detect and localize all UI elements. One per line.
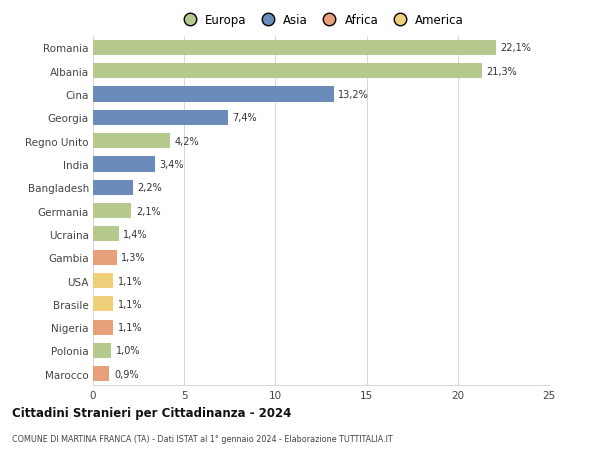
Bar bbox=[93, 250, 117, 265]
Bar bbox=[93, 41, 496, 56]
Text: COMUNE DI MARTINA FRANCA (TA) - Dati ISTAT al 1° gennaio 2024 - Elaborazione TUT: COMUNE DI MARTINA FRANCA (TA) - Dati IST… bbox=[12, 434, 392, 443]
Text: 1,4%: 1,4% bbox=[123, 230, 148, 240]
Text: 2,1%: 2,1% bbox=[136, 206, 160, 216]
Bar bbox=[93, 180, 133, 196]
Text: 13,2%: 13,2% bbox=[338, 90, 369, 100]
Bar bbox=[93, 157, 155, 172]
Legend: Europa, Asia, Africa, America: Europa, Asia, Africa, America bbox=[178, 14, 464, 28]
Bar bbox=[93, 204, 131, 218]
Text: Cittadini Stranieri per Cittadinanza - 2024: Cittadini Stranieri per Cittadinanza - 2… bbox=[12, 406, 292, 419]
Text: 7,4%: 7,4% bbox=[233, 113, 257, 123]
Bar bbox=[93, 366, 109, 381]
Text: 2,2%: 2,2% bbox=[137, 183, 163, 193]
Bar bbox=[93, 343, 111, 358]
Bar bbox=[93, 111, 228, 126]
Text: 22,1%: 22,1% bbox=[500, 43, 532, 53]
Text: 3,4%: 3,4% bbox=[160, 160, 184, 170]
Bar bbox=[93, 227, 119, 242]
Text: 1,1%: 1,1% bbox=[118, 276, 142, 286]
Bar bbox=[93, 87, 334, 102]
Text: 4,2%: 4,2% bbox=[174, 136, 199, 146]
Text: 1,1%: 1,1% bbox=[118, 299, 142, 309]
Bar bbox=[93, 134, 170, 149]
Bar bbox=[93, 64, 482, 79]
Bar bbox=[93, 274, 113, 288]
Text: 1,0%: 1,0% bbox=[116, 346, 140, 356]
Text: 1,3%: 1,3% bbox=[121, 252, 146, 263]
Text: 0,9%: 0,9% bbox=[114, 369, 139, 379]
Text: 21,3%: 21,3% bbox=[486, 67, 517, 77]
Bar bbox=[93, 297, 113, 312]
Text: 1,1%: 1,1% bbox=[118, 322, 142, 332]
Bar bbox=[93, 320, 113, 335]
